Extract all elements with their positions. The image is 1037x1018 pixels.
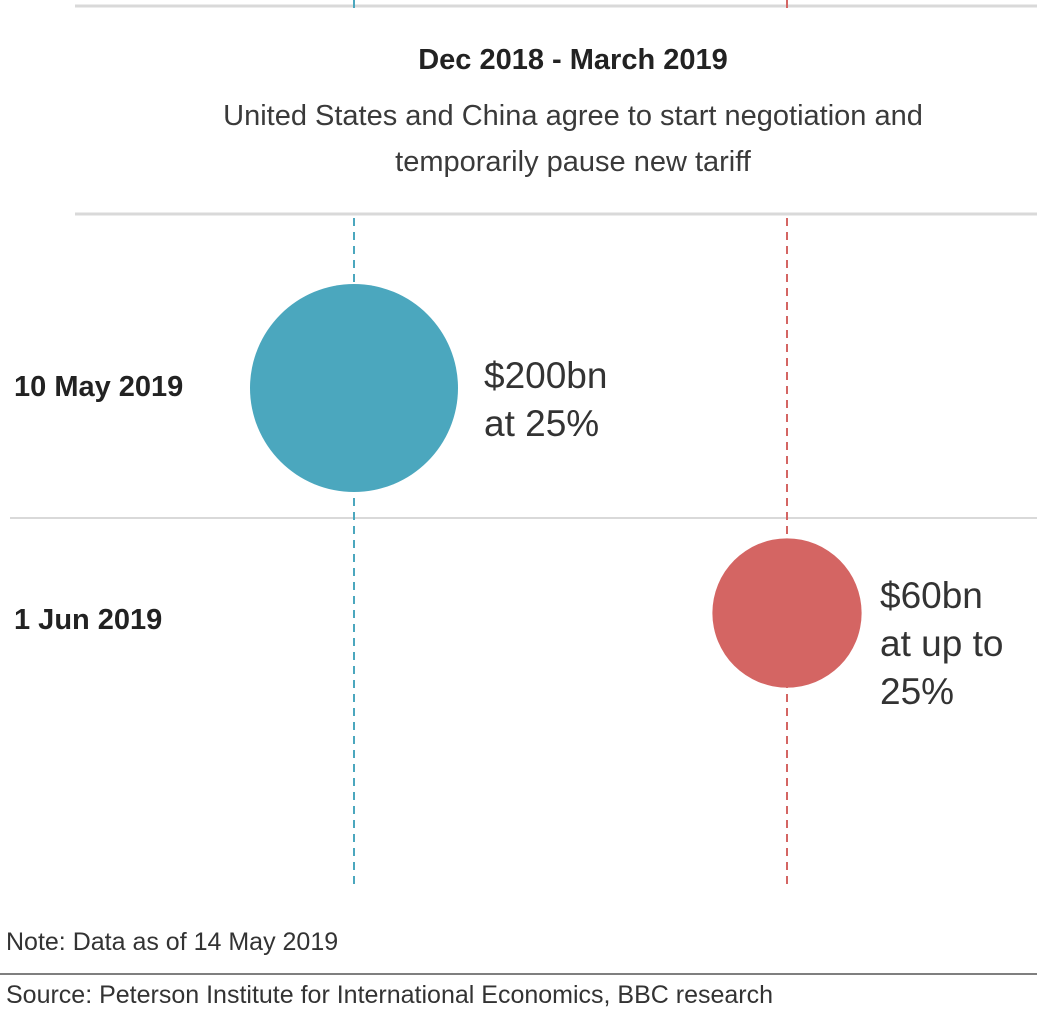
bubble-label-60bn-line3: 25%: [880, 671, 955, 712]
bubble-label-200bn-line2: at 25%: [484, 403, 600, 444]
bubble-label-60bn-line1: $60bn: [880, 575, 983, 616]
source-text: Source: Peterson Institute for Internati…: [6, 981, 774, 1009]
note-text: Note: Data as of 14 May 2019: [6, 928, 339, 956]
bubble-60bn: [712, 538, 862, 688]
bubble-label-60bn: $60bn at up to 25%: [880, 572, 1003, 716]
bubble-label-200bn: $200bn at 25%: [484, 352, 607, 448]
bubble-200bn: [250, 284, 458, 492]
bubble-label-200bn-line1: $200bn: [484, 355, 608, 396]
bubble-label-60bn-line2: at up to: [880, 623, 1004, 664]
row-label-1-jun-2019: 1 Jun 2019: [14, 604, 163, 636]
period-description: United States and China agree to start n…: [223, 100, 923, 178]
period-title: Dec 2018 - March 2019: [418, 44, 728, 76]
row-label-10-may-2019: 10 May 2019: [14, 371, 184, 403]
